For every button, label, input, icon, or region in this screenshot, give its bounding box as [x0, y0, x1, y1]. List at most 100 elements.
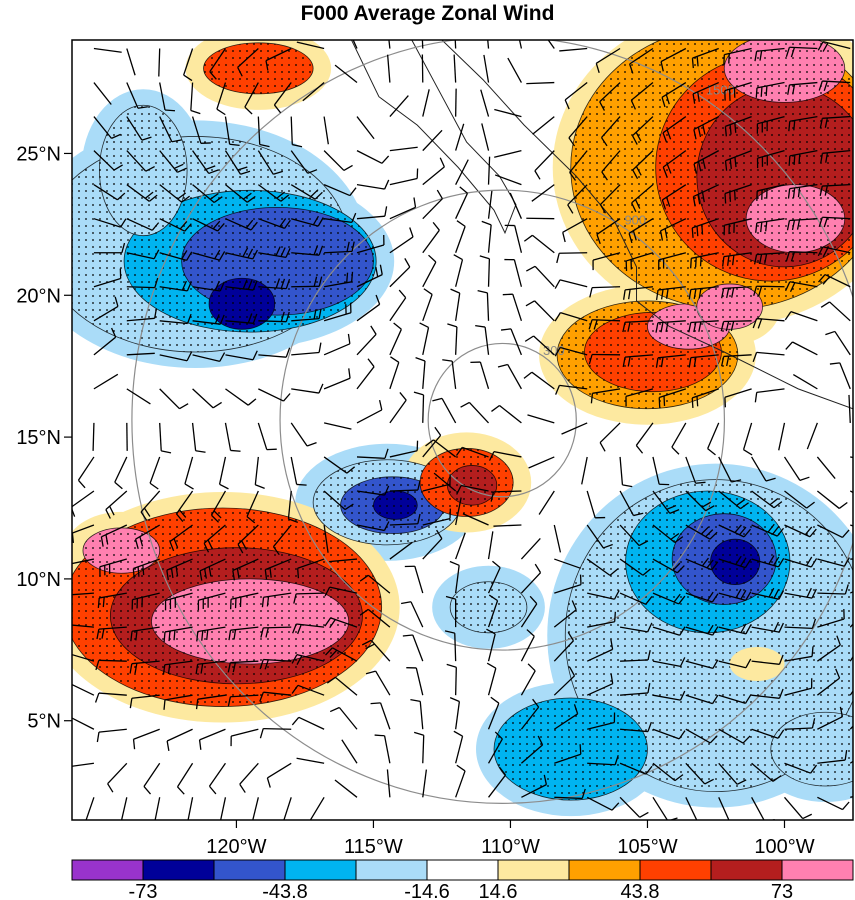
barb-flag: [453, 730, 463, 737]
barb-shaft: [553, 609, 577, 628]
wind-barb: [225, 184, 256, 203]
wind-barb: [356, 485, 390, 496]
wind-barb: [297, 558, 325, 579]
barb-flag: [206, 629, 209, 640]
wind-barb: [460, 401, 490, 424]
wind-barb: [159, 388, 189, 410]
colorbar-bin: [355, 859, 428, 881]
wind-barb: [410, 698, 424, 730]
wind-barb: [751, 728, 785, 739]
wind-barb: [518, 40, 523, 49]
barb-shaft: [507, 364, 522, 390]
wind-barb: [784, 587, 817, 599]
wind-barb: [562, 218, 588, 243]
barb-flag: [628, 233, 633, 244]
wind-barb: [786, 218, 818, 231]
barb-shaft: [72, 762, 95, 767]
wind-barb: [352, 40, 358, 49]
barb-shaft: [323, 524, 329, 553]
barb-shaft: [792, 341, 818, 356]
barb-flag: [634, 199, 641, 209]
barb-shaft: [93, 305, 119, 322]
barb-flag: [285, 347, 291, 358]
wind-barb: [143, 762, 161, 795]
barb-flag: [129, 663, 133, 674]
barb-flag: [179, 221, 188, 230]
barb-shaft: [454, 633, 457, 662]
barb-shaft: [415, 667, 424, 696]
wind-barb: [126, 308, 158, 322]
wind-barb: [442, 359, 457, 389]
wind-barb: [374, 734, 391, 764]
barb-flag: [273, 104, 282, 114]
wind-barb: [718, 623, 752, 635]
barb-flag: [284, 219, 291, 229]
wind-barb: [487, 594, 499, 628]
barb-flag: [665, 196, 671, 207]
barb-flag: [701, 224, 704, 235]
wind-barb: [481, 220, 492, 253]
barb-shaft: [290, 116, 293, 145]
barb-flag: [259, 728, 264, 739]
wind-barb: [751, 456, 776, 482]
barb-shaft: [297, 684, 325, 696]
barb-flag: [805, 556, 813, 566]
wind-barb: [100, 524, 128, 547]
barb-flag: [436, 189, 443, 200]
barb-flag: [318, 308, 322, 319]
wind-barb: [455, 532, 466, 560]
wind-barb: [389, 322, 402, 356]
barb-flag: [167, 663, 171, 675]
wind-barb: [386, 769, 391, 798]
wind-barb: [254, 456, 265, 490]
barb-flag: [778, 622, 785, 633]
wind-barb: [723, 218, 752, 236]
wind-barb: [359, 574, 391, 594]
barb-flag: [107, 783, 114, 793]
barb-shaft: [533, 335, 555, 356]
barb-flag: [365, 670, 376, 675]
barb-flag: [635, 166, 642, 176]
barb-flag: [450, 288, 460, 294]
barb-flag: [134, 663, 138, 674]
barb-shaft: [520, 635, 535, 662]
barb-flag: [280, 247, 286, 257]
barb-flag: [704, 778, 714, 785]
barb-shaft: [453, 54, 457, 83]
wind-barb: [685, 728, 718, 744]
barb-flag: [824, 117, 828, 128]
barb-shaft: [784, 687, 812, 696]
barb-shaft: [93, 373, 119, 390]
barb-flag: [163, 699, 166, 710]
wind-barb: [620, 721, 652, 733]
wind-barb: [237, 48, 259, 77]
wind-barb: [787, 184, 818, 199]
barb-flag: [214, 249, 221, 260]
wind-barb: [326, 676, 358, 696]
barb-flag: [789, 282, 796, 293]
wind-barb: [622, 286, 654, 300]
barb-flag: [384, 179, 390, 190]
barb-flag: [768, 587, 775, 598]
wind-barb: [724, 388, 752, 408]
wind-barb: [225, 247, 259, 260]
wind-barb: [755, 218, 785, 233]
wind-barb: [261, 592, 292, 608]
barb-shaft: [534, 265, 555, 288]
barb-shaft: [422, 129, 443, 152]
barb-flag: [121, 825, 130, 830]
wind-barb: [661, 184, 687, 210]
wind-barb: [149, 456, 161, 490]
barb-shaft: [531, 371, 555, 390]
x-tick-label: 100°W: [754, 836, 814, 858]
barb-flag: [259, 691, 264, 702]
wind-barb: [266, 762, 292, 788]
wind-barb: [356, 294, 381, 322]
barb-flag: [753, 254, 758, 265]
barb-flag: [102, 597, 105, 608]
wind-barb: [164, 592, 193, 611]
barb-flag: [203, 568, 207, 579]
wind-barb: [553, 524, 562, 553]
barb-shaft: [487, 600, 499, 628]
barb-shaft: [93, 277, 121, 288]
